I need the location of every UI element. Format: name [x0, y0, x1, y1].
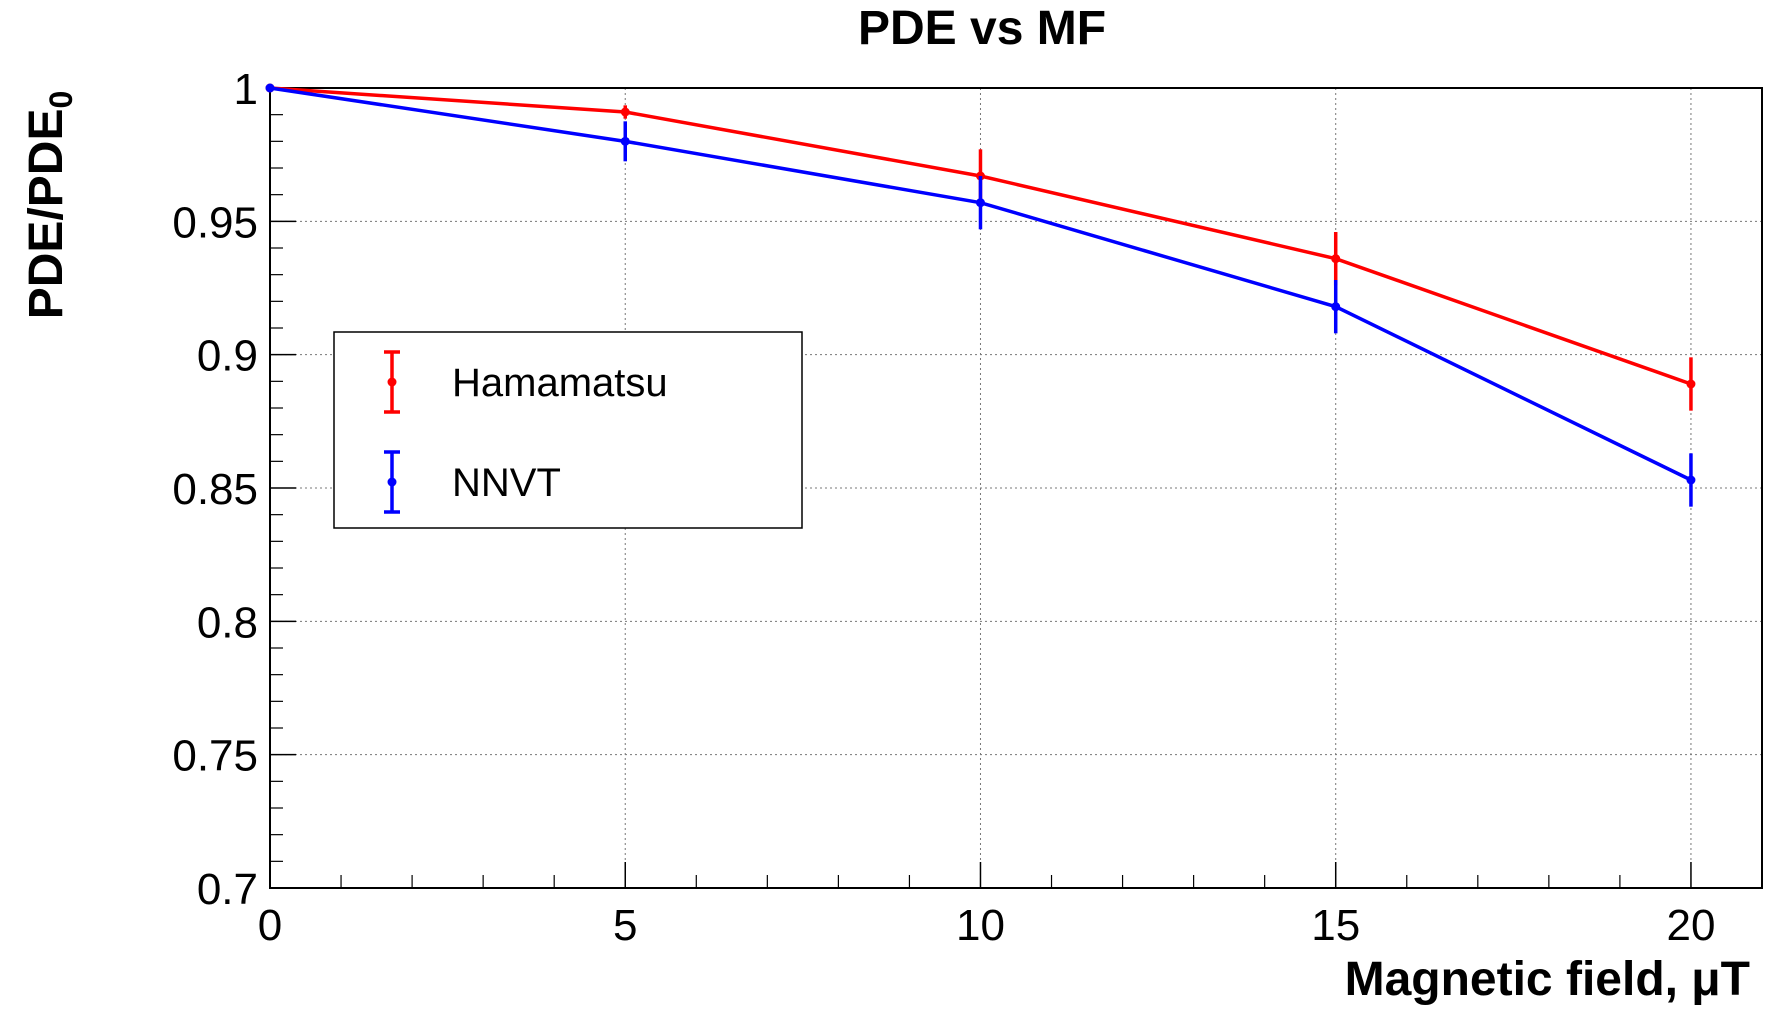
y-tick-label: 0.95 — [172, 198, 258, 247]
series-nnvt — [265, 83, 1696, 507]
data-point — [1331, 302, 1341, 312]
axis-ticks: 0 5 10 15 20 0.7 0.75 0.8 0.85 0.9 0.95 1 — [172, 65, 1763, 950]
data-point — [265, 83, 275, 93]
y-tick-label: 0.9 — [197, 332, 258, 381]
legend-entry-hamamatsu: Hamamatsu — [384, 350, 668, 414]
legend-entry-nnvt: NNVT — [384, 450, 561, 514]
x-tick-label: 20 — [1666, 901, 1715, 950]
data-point — [1331, 254, 1341, 264]
x-tick-label: 0 — [258, 901, 282, 950]
legend-marker — [387, 377, 397, 387]
legend-box — [333, 331, 803, 529]
y-axis-title-subscript: 0 — [43, 91, 79, 109]
chart-title: PDE vs MF — [858, 2, 1106, 55]
legend-label: NNVT — [452, 461, 561, 505]
data-series — [265, 83, 1696, 507]
legend-label: Hamamatsu — [452, 361, 668, 405]
y-tick-label: 0.7 — [197, 865, 258, 914]
x-tick-label: 10 — [956, 901, 1005, 950]
x-axis-title: Magnetic field, μT — [1345, 953, 1750, 1006]
legend: Hamamatsu NNVT — [333, 331, 803, 529]
y-tick-label: 1 — [234, 65, 258, 114]
y-axis-title: PDE/PDE0 — [20, 91, 79, 320]
data-point — [620, 136, 630, 146]
y-axis-title-main: PDE/PDE — [20, 109, 73, 320]
x-tick-label: 5 — [613, 901, 637, 950]
legend-entries: Hamamatsu NNVT — [384, 350, 668, 514]
data-point — [1686, 379, 1696, 389]
y-tick-label: 0.85 — [172, 465, 258, 514]
legend-marker — [387, 477, 397, 487]
data-point — [1686, 475, 1696, 485]
data-point — [620, 107, 630, 117]
y-tick-label: 0.75 — [172, 732, 258, 781]
data-point — [975, 198, 985, 208]
x-tick-label: 15 — [1311, 901, 1360, 950]
y-tick-label: 0.8 — [197, 598, 258, 647]
